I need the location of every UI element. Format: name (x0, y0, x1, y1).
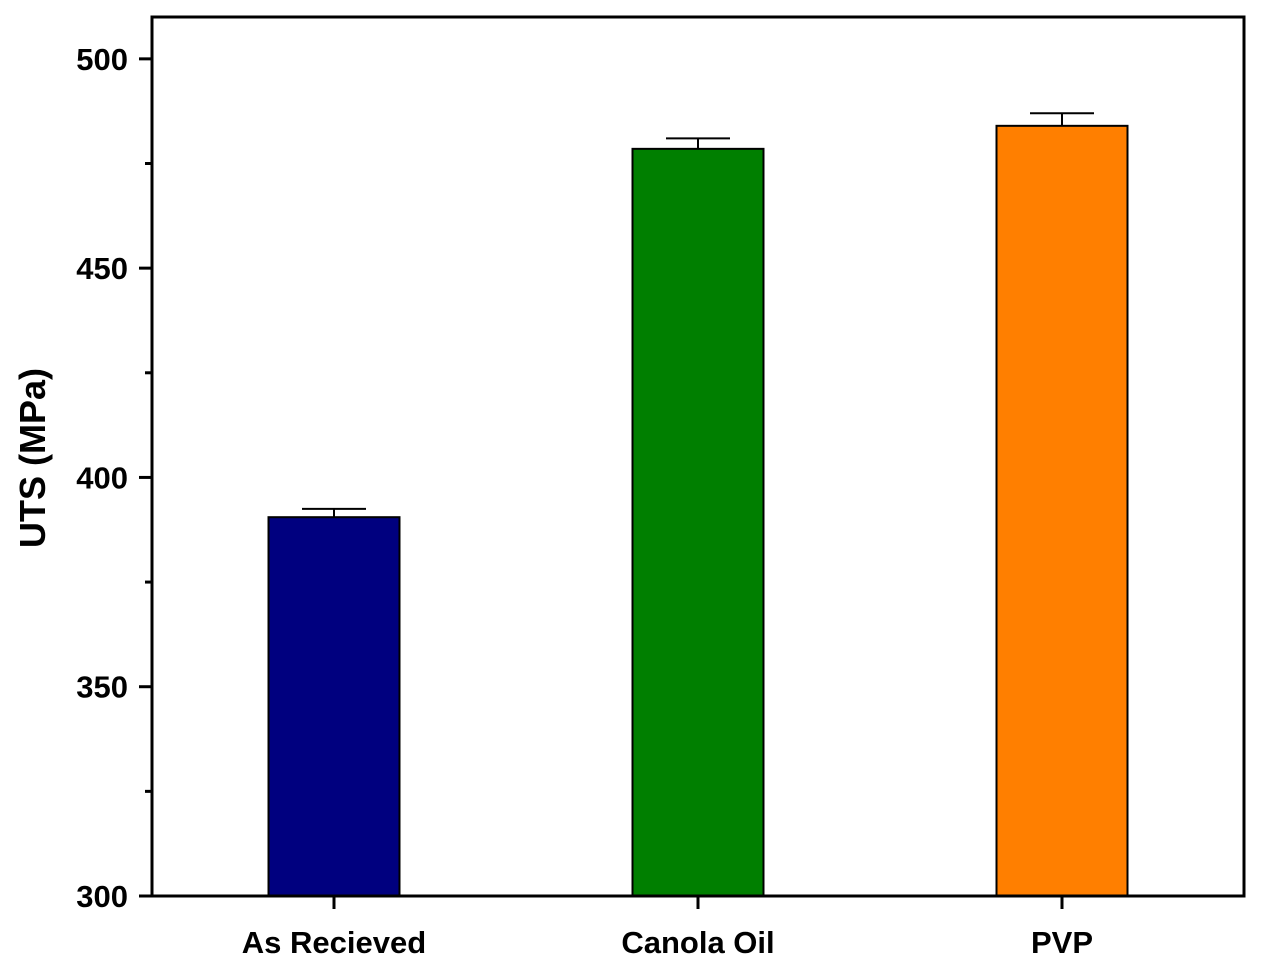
bar (995, 124, 1129, 898)
y-tick-label: 400 (76, 460, 128, 495)
x-tick-label: As Recieved (242, 925, 426, 960)
y-tick-label: 350 (76, 670, 128, 705)
y-axis: 300 350 400 450 500 (76, 42, 152, 914)
error-bars-layer (302, 112, 1094, 518)
y-tick-label: 500 (76, 42, 128, 77)
y-tick-label: 450 (76, 251, 128, 286)
bar (267, 516, 401, 897)
bar (631, 147, 765, 898)
y-axis-title: UTS (MPa) (12, 368, 53, 548)
x-tick-label: PVP (1031, 925, 1093, 960)
y-tick-label: 300 (76, 879, 128, 914)
bars-layer (267, 124, 1129, 898)
x-axis: As Recieved Canola Oil PVP (242, 896, 1093, 960)
x-tick-label: Canola Oil (621, 925, 774, 960)
